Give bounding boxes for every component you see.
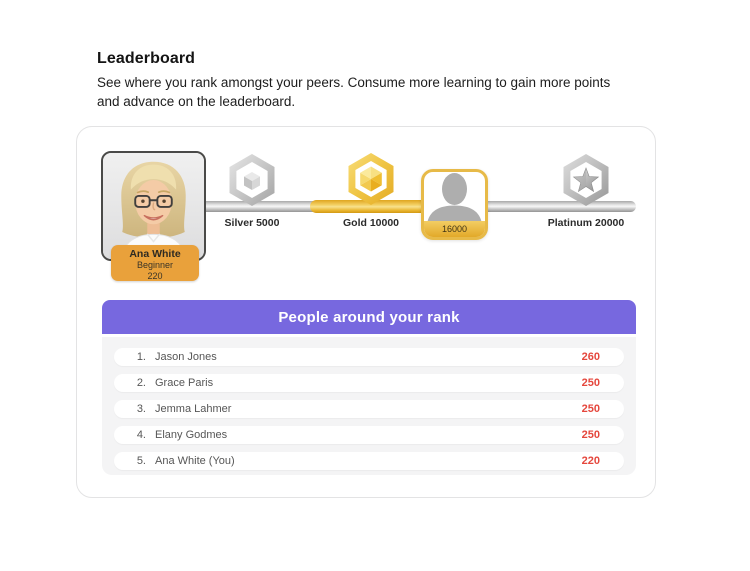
gold-hex-badge-icon	[348, 153, 394, 205]
rank-points: 250	[581, 403, 600, 415]
rank-number: 4.	[136, 429, 146, 441]
current-points-marker: 16000	[421, 169, 488, 240]
silver-hex-badge-icon	[229, 154, 275, 206]
rank-name: Jemma Lahmer	[155, 403, 232, 415]
rank-row: 2. Grace Paris 250	[114, 374, 624, 392]
rank-row: 4. Elany Godmes 250	[114, 426, 624, 444]
user-points: 220	[147, 270, 163, 281]
rank-number: 5.	[136, 455, 146, 467]
milestone-gold-label: Gold 10000	[342, 217, 400, 229]
current-points-value: 16000	[424, 221, 485, 237]
user-level: Beginner	[136, 260, 174, 270]
page-description: See where you rank amongst your peers. C…	[97, 75, 611, 109]
rank-points: 220	[581, 455, 600, 467]
rank-panel-title: People around your rank	[278, 308, 460, 326]
milestone-silver-label: Silver 5000	[224, 217, 280, 229]
rank-name: Jason Jones	[155, 351, 217, 363]
page-title: Leaderboard	[97, 50, 196, 67]
user-name: Ana White	[129, 248, 181, 260]
rank-name: Elany Godmes	[155, 429, 228, 441]
user-points-badge: Ana White Beginner 220	[111, 245, 199, 281]
rank-name: Ana White (You)	[155, 455, 235, 467]
rank-number: 3.	[136, 403, 146, 415]
rank-row: 5. Ana White (You) 220	[114, 452, 624, 470]
rank-points: 250	[581, 377, 600, 389]
platinum-star-badge-icon	[563, 154, 609, 206]
user-avatar	[101, 151, 206, 261]
user-photo-illustration	[103, 153, 204, 259]
rank-row: 3. Jemma Lahmer 250	[114, 400, 624, 418]
rank-list: 1. Jason Jones 260 2. Grace Paris 250 3.…	[102, 337, 636, 475]
rank-name: Grace Paris	[155, 377, 214, 389]
rank-points: 260	[581, 351, 600, 363]
rank-row: 1. Jason Jones 260	[114, 348, 624, 366]
person-silhouette-icon	[427, 173, 482, 224]
leaderboard-card: Ana White Beginner 220 Silver 5000	[76, 126, 656, 498]
rank-number: 1.	[136, 351, 146, 363]
milestone-platinum-label: Platinum 20000	[547, 217, 625, 229]
rank-points: 250	[581, 429, 600, 441]
rank-number: 2.	[136, 377, 146, 389]
rank-panel-header: People around your rank	[102, 300, 636, 334]
